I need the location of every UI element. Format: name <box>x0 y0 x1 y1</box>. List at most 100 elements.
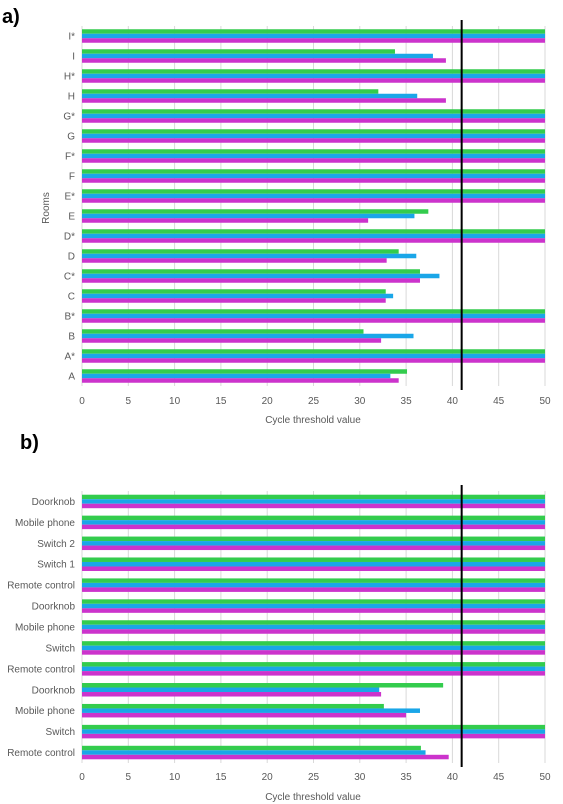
panel-b-bar <box>82 515 545 521</box>
panel-b-bar <box>82 524 545 530</box>
panel-b-bar <box>82 733 545 739</box>
panel-a-bar <box>82 253 417 259</box>
panel-b-bar <box>82 645 545 651</box>
panel-a-bars <box>82 29 545 383</box>
panel-a-bar <box>82 273 440 279</box>
panel-a-x-axis-title: Cycle threshold value <box>265 415 361 426</box>
panel-b-bar <box>82 608 545 613</box>
panel-a-category-label: G <box>67 132 75 143</box>
panel-a-x-tick-label: 45 <box>493 396 505 407</box>
panel-a-bar <box>82 269 420 274</box>
panel-b-category-label: Mobile phone <box>15 623 75 634</box>
panel-a-bar <box>82 38 545 43</box>
panel-a-category-label: E* <box>64 192 75 203</box>
panel-b-x-axis-title: Cycle threshold value <box>265 792 361 803</box>
panel-a-bar <box>82 278 420 283</box>
panel-a-bar <box>82 133 545 139</box>
panel-a-category-label: F <box>69 172 75 183</box>
panel-a-x-tick-label: 50 <box>539 396 551 407</box>
panel-a-bar <box>82 73 545 79</box>
panel-a-bar <box>82 193 545 199</box>
panel-b-category-label: Remote control <box>7 664 75 675</box>
panel-a-category-label: C* <box>64 272 75 283</box>
panel-a-bar <box>82 33 545 39</box>
panel-a-bar <box>82 198 545 203</box>
panel-a-bar <box>82 338 382 343</box>
panel-a-bar <box>82 29 545 34</box>
panel-a-x-tick-label: 30 <box>354 396 366 407</box>
panel-b-category-label: Doorknob <box>32 497 76 508</box>
panel-a-bar <box>82 369 408 374</box>
panel-a-category-label: G* <box>63 112 75 123</box>
panel-b-bar <box>82 671 545 676</box>
panel-a-bar <box>82 149 545 154</box>
panel-a-bar <box>82 358 545 363</box>
panel-a-bar <box>82 158 545 163</box>
panel-b-category-label: Doorknob <box>32 685 76 696</box>
panel-a-category-label: A* <box>64 352 75 363</box>
panel-a-category-label: B <box>68 332 75 343</box>
panel-b-bar <box>82 750 426 755</box>
panel-b-x-tick-label: 35 <box>401 772 413 783</box>
panel-a-bar <box>82 349 545 354</box>
panel-b-x-tick-label: 25 <box>308 772 320 783</box>
panel-a-bar <box>82 53 433 59</box>
panel-a-bar <box>82 218 369 223</box>
panel-a-x-tick-label: 5 <box>126 396 132 407</box>
panel-b-category-label: Mobile phone <box>15 518 75 529</box>
panel-b-bar <box>82 650 545 655</box>
panel-a-x-tick-label: 40 <box>447 396 459 407</box>
panel-a-bar <box>82 289 386 294</box>
panel-a-label: a) <box>2 6 20 28</box>
panel-b-bar <box>82 620 545 625</box>
panel-a-bar <box>82 173 545 179</box>
panel-a-bar <box>82 78 545 83</box>
panel-a-bar <box>82 258 387 263</box>
panel-b-bar <box>82 641 545 646</box>
panel-a-bar <box>82 98 446 103</box>
panel-b-bar <box>82 687 380 693</box>
panel-a-category-label: D* <box>64 232 75 243</box>
panel-a-bar <box>82 238 545 243</box>
panel-a-bar <box>82 178 545 183</box>
panel-a-gridlines <box>81 26 546 386</box>
panel-b-bar <box>82 494 545 500</box>
panel-b-bar <box>82 703 384 709</box>
panel-a-bar <box>82 329 364 334</box>
panel-a-bar <box>82 209 429 214</box>
panel-a-bar <box>82 153 545 159</box>
panel-a-bar <box>82 113 545 119</box>
panel-b-bar <box>82 724 545 730</box>
panel-a-bar <box>82 129 545 134</box>
panel-a-bar <box>82 169 545 174</box>
panel-a-bar <box>82 353 545 359</box>
panel-a-x-tick-label: 25 <box>308 396 320 407</box>
panel-a-chart: a) Rooms Cycle threshold value I* I H* H G* G… <box>2 6 551 426</box>
panel-a-bar <box>82 373 391 379</box>
panel-a-x-tick-label: 15 <box>215 396 227 407</box>
panel-b-bar <box>82 503 545 509</box>
panel-a-bar <box>82 89 379 94</box>
panel-b-bar <box>82 566 545 571</box>
panel-a-bar <box>82 213 415 219</box>
panel-a-bar <box>82 313 545 319</box>
panel-b-category-label: Switch <box>46 727 75 738</box>
panel-b-bar <box>82 520 545 525</box>
panel-a-category-label: I* <box>68 32 75 43</box>
panel-b-x-tick-label: 0 <box>79 772 85 783</box>
panel-b-category-label: Switch 2 <box>37 539 75 550</box>
panel-a-bar <box>82 109 545 114</box>
panel-a-category-label: I <box>72 52 75 63</box>
panel-a-bar <box>82 309 545 314</box>
panel-b-bar <box>82 666 545 672</box>
panel-b-bar <box>82 683 444 688</box>
panel-a-bar <box>82 49 395 54</box>
panel-b-bar <box>82 578 545 583</box>
panel-b-bar <box>82 712 407 718</box>
panel-b-x-tick-label: 5 <box>126 772 132 783</box>
panel-b-category-label: Remote control <box>7 748 75 759</box>
panel-a-x-tick-label: 35 <box>401 396 413 407</box>
panel-a-bar <box>82 189 545 194</box>
panel-b-bar <box>82 499 545 504</box>
